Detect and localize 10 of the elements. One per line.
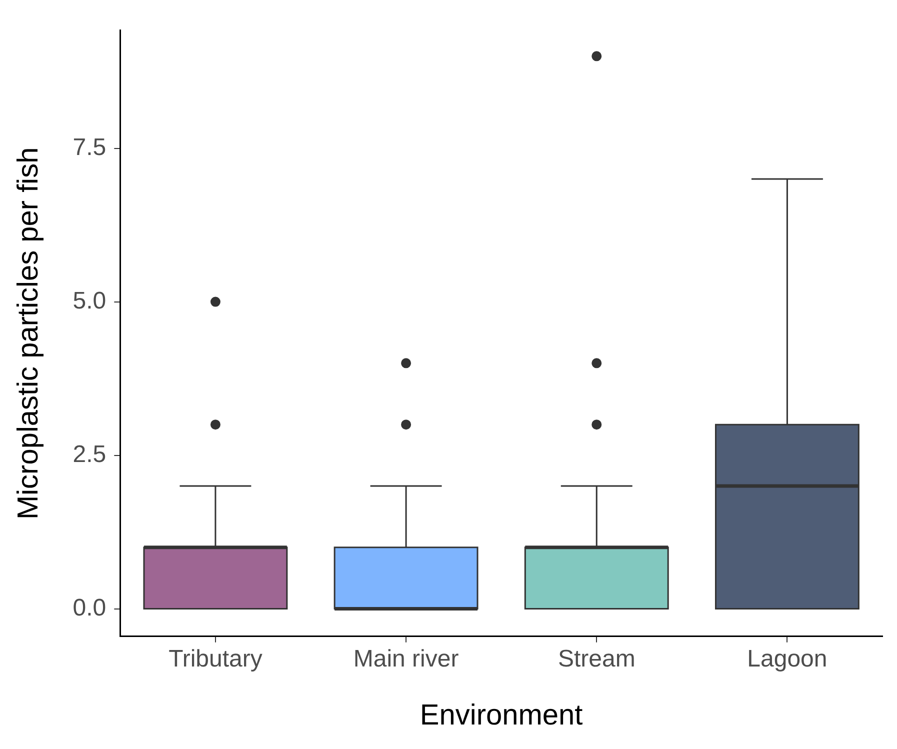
x-tick-label: Stream: [558, 645, 636, 672]
x-tick-label: Tributary: [168, 645, 262, 672]
x-tick-label: Main river: [353, 645, 459, 672]
y-tick-label: 2.5: [72, 440, 106, 468]
y-axis-title: Microplastic particles per fish: [12, 147, 44, 520]
y-tick-label: 0.0: [72, 594, 106, 622]
y-tick-label: 5.0: [72, 287, 106, 314]
x-axis-title: Environment: [420, 700, 583, 732]
x-tick-label: Lagoon: [747, 645, 828, 672]
y-tick-label: 7.5: [72, 134, 106, 161]
